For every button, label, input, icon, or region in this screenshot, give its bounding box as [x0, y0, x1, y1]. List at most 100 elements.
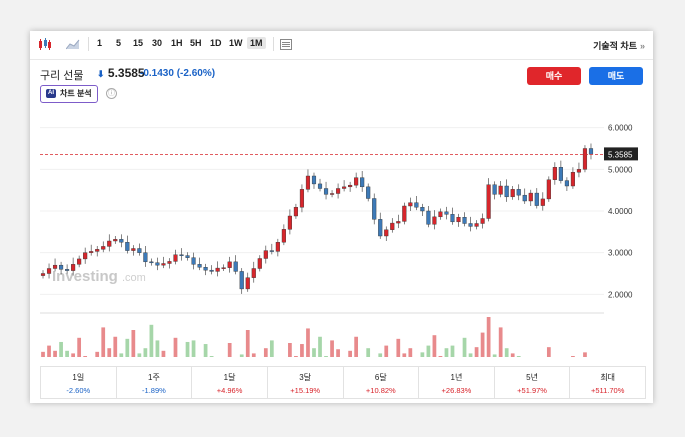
performance-value: -2.60% [66, 386, 91, 395]
price-chart[interactable]: Investing .com 5.3585 6.0000 5.0000 4.0000 3.0… [30, 111, 653, 357]
volume-bar [155, 340, 160, 357]
candle-body [510, 189, 515, 198]
candle-body [462, 217, 467, 224]
volume-bar [125, 338, 130, 357]
performance-value: +511.70% [590, 386, 625, 395]
performance-period: 6달 [374, 373, 387, 382]
candle-body [354, 177, 359, 186]
volume-bar [306, 328, 310, 357]
candle-body [366, 186, 371, 199]
y-tick-label: 3.0000 [608, 249, 633, 258]
performance-cell: 최대 +511.70% [570, 367, 645, 398]
candle-body [360, 177, 365, 188]
interval-30[interactable]: 30 [152, 38, 163, 48]
indicators-icon[interactable] [280, 39, 292, 50]
volume-bar [318, 336, 322, 357]
candle-body [149, 261, 154, 264]
chart-card: 1 5 15 30 1H 5H 1D 1W 1M 기술적 차트» 구리 선물 ⬇… [30, 31, 653, 403]
volume-bar [41, 351, 45, 357]
candle-body [275, 242, 280, 252]
performance-period: 1달 [223, 373, 236, 382]
interval-15[interactable]: 15 [133, 38, 144, 48]
candle-body [486, 184, 491, 219]
candle-body [239, 271, 244, 290]
instrument-name: 구리 선물 [40, 70, 84, 82]
toolbar-divider [88, 37, 89, 51]
candle-body [83, 252, 88, 260]
performance-value: +15.19% [290, 386, 321, 395]
volume-bar [101, 327, 106, 357]
candle-body [233, 261, 238, 272]
volume-bar [480, 332, 485, 357]
volume-bar [173, 337, 178, 357]
volume-bar [516, 356, 521, 357]
volume-bar [432, 335, 437, 357]
performance-cell: 5년 +51.97% [495, 367, 571, 398]
candlestick-type-icon[interactable] [38, 38, 52, 51]
technical-chart-label: 기술적 차트 [593, 41, 637, 51]
performance-cell: 1주 -1.89% [117, 367, 193, 398]
buy-button[interactable]: 매수 [527, 67, 581, 85]
volume-bar [492, 354, 497, 357]
volume-bar [53, 350, 57, 357]
candle-body [131, 248, 136, 251]
performance-cell: 1일 -2.60% [41, 367, 117, 398]
y-tick-label: 2.0000 [608, 290, 633, 299]
candle-body [167, 261, 172, 264]
volume-bar [143, 348, 148, 357]
candle-body [546, 179, 551, 200]
candle-body [498, 185, 503, 195]
candle-body [221, 267, 226, 269]
interval-5[interactable]: 5 [116, 38, 122, 48]
volume-bar [251, 353, 256, 357]
interval-1w[interactable]: 1W [229, 38, 243, 48]
ai-chart-analysis-button[interactable]: AI 차트 분석 [40, 85, 98, 103]
area-chart-icon[interactable] [66, 39, 80, 50]
change-percent: (-2.60%) [176, 68, 216, 79]
volume-bar [438, 356, 443, 357]
candle-body [245, 277, 250, 290]
technical-chart-link[interactable]: 기술적 차트» [593, 39, 645, 52]
volume-bar [119, 353, 124, 357]
volume-bar [77, 337, 82, 357]
candle-body [444, 211, 449, 215]
candle-body [342, 186, 347, 189]
volume-bar [185, 341, 190, 357]
info-icon[interactable]: ⓘ [106, 88, 117, 99]
performance-value: +51.97% [517, 386, 547, 395]
performance-period: 1년 [450, 373, 463, 382]
interval-5h[interactable]: 5H [190, 38, 202, 48]
volume-bar [583, 352, 587, 357]
candle-body [384, 229, 389, 237]
sell-button[interactable]: 매도 [589, 67, 643, 85]
down-arrow-icon: ⬇ [97, 69, 105, 79]
candle-body [558, 167, 563, 181]
candle-body [402, 205, 407, 222]
candle-body [474, 223, 479, 227]
toolbar-divider [273, 37, 274, 51]
volume-bar [462, 337, 467, 357]
candle-body [269, 250, 274, 252]
candle-body [534, 192, 539, 206]
candle-body [570, 172, 575, 187]
volume-bar [396, 338, 401, 357]
volume-bar [510, 353, 515, 357]
candle-body [71, 264, 76, 271]
candle-body [432, 216, 437, 225]
price-value: 5.3585 [107, 66, 145, 80]
interval-1d[interactable]: 1D [210, 38, 222, 48]
performance-period: 최대 [600, 373, 616, 382]
candle-body [203, 267, 208, 271]
interval-1[interactable]: 1 [97, 38, 103, 48]
candle-body [588, 148, 594, 155]
performance-cell: 1달 +4.96% [192, 367, 268, 398]
candle-body [378, 219, 383, 237]
candle-body [287, 215, 292, 230]
volume-bar [191, 340, 196, 357]
interval-1m[interactable]: 1M [247, 37, 266, 49]
candle-body [119, 239, 124, 243]
volume-bar [227, 343, 232, 357]
interval-1h[interactable]: 1H [171, 38, 183, 48]
performance-period: 1일 [72, 373, 85, 382]
performance-cell: 6달 +10.82% [344, 367, 420, 398]
